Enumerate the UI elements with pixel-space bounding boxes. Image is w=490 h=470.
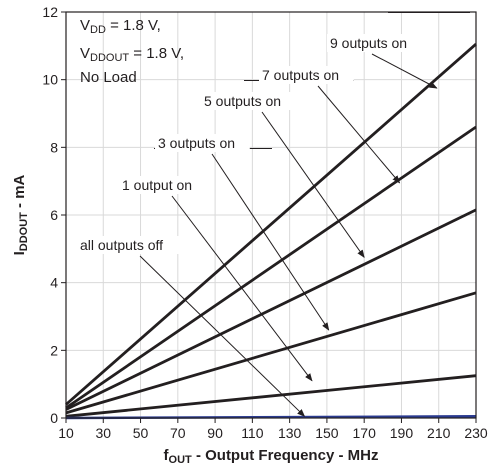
x-tick-label: 190 <box>390 425 414 441</box>
annotation-label-bg <box>119 176 207 194</box>
annotation-label-bg <box>155 134 250 152</box>
annotation-arrow <box>139 255 306 417</box>
x-tick-label: 30 <box>95 425 111 441</box>
y-tick-label: 6 <box>50 207 58 223</box>
series-line <box>65 291 477 415</box>
x-tick-label: 170 <box>353 425 377 441</box>
series-line <box>65 125 477 410</box>
x-tick-label: 210 <box>427 425 451 441</box>
condition-load: No Load <box>80 69 137 86</box>
annotation-label: 9 outputs on <box>330 35 407 51</box>
x-axis-title: fOUT - Output Frequency - MHz <box>164 447 379 466</box>
annotation-arrow <box>211 153 330 331</box>
annotation-arrow <box>317 85 401 184</box>
axes: 10 30 50 70 90 110 130 150 170 190 210 230 0 2 4 6 8 10 12 <box>42 4 487 441</box>
y-tick-label: 4 <box>50 275 58 291</box>
x-tick-label: 130 <box>278 425 302 441</box>
y-tick-label: 2 <box>50 342 58 358</box>
annotation-label: 3 outputs on <box>158 135 235 151</box>
annotation-arrow <box>261 111 365 258</box>
x-tick-label: 110 <box>241 425 264 441</box>
y-tick-label: 10 <box>42 72 58 88</box>
conditions-box: VDD = 1.8 V, VDDOUT = 1.8 V, No Load <box>80 17 184 86</box>
annotation-arrow <box>171 195 313 382</box>
series-line <box>65 208 477 411</box>
annotation-label: 5 outputs on <box>204 93 281 109</box>
y-tick-label: 8 <box>50 139 58 155</box>
annotation-label-bg <box>77 236 194 254</box>
x-tick-label: 230 <box>464 425 488 441</box>
y-tick-label: 0 <box>50 410 58 426</box>
condition-vdd: VDD = 1.8 V, <box>80 17 161 36</box>
x-tick-label: 50 <box>133 425 149 441</box>
condition-vddout: VDDOUT = 1.8 V, <box>80 45 184 64</box>
y-axis-title: IDDOUT - mA <box>11 174 30 255</box>
annotation-label-bg <box>327 34 422 52</box>
annotations: 9 outputs on 7 outputs on 5 outputs on 3 ou… <box>77 12 470 417</box>
series-line <box>65 374 477 418</box>
annotation-arrow <box>371 53 438 89</box>
y-tick-label: 12 <box>42 4 58 20</box>
annotation-label: all outputs off <box>80 237 163 253</box>
annotation-label-bg <box>201 92 296 110</box>
x-tick-label: 150 <box>315 425 339 441</box>
annotation-label-bg <box>259 66 354 84</box>
series-line <box>65 43 477 406</box>
x-tick-label: 70 <box>170 425 186 441</box>
x-tick-label: 90 <box>207 425 223 441</box>
annotation-label: 1 output on <box>122 177 192 193</box>
annotation-label: 7 outputs on <box>262 67 339 83</box>
x-tick-label: 10 <box>58 425 74 441</box>
